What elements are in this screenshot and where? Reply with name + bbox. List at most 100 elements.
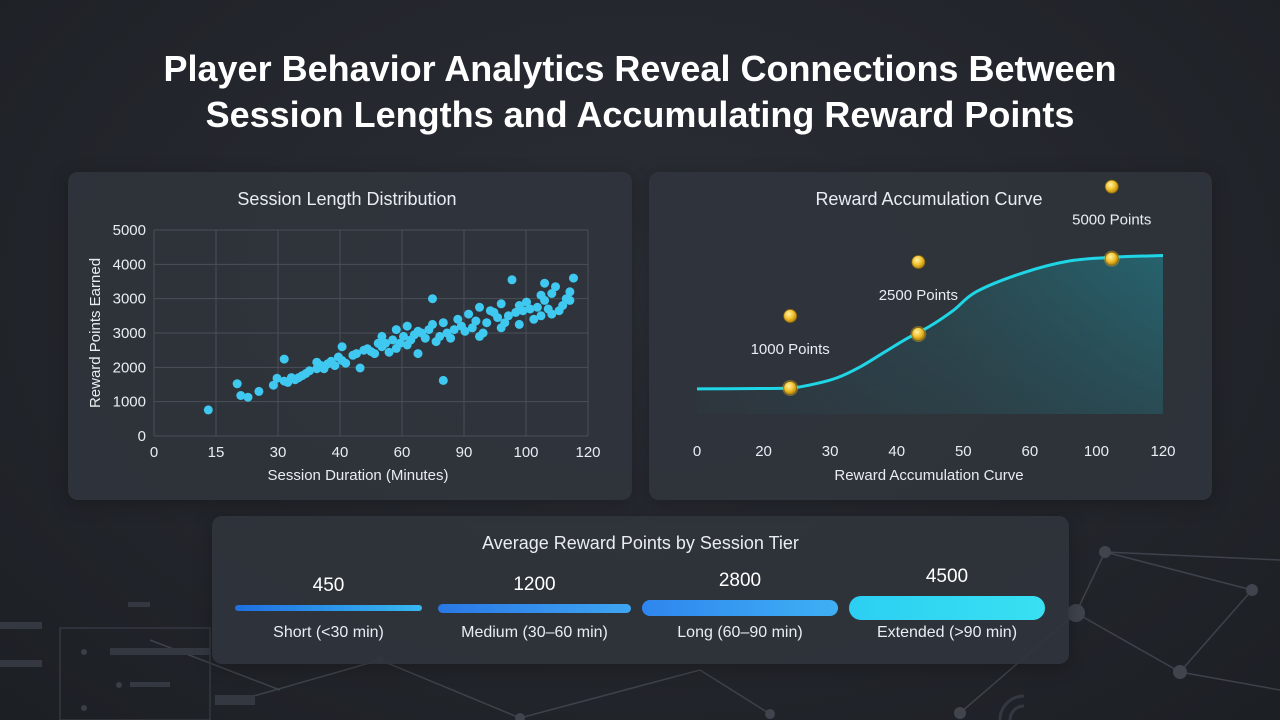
- scatter-point: [268, 380, 278, 390]
- curve-x-tick: 120: [1150, 443, 1175, 460]
- tier-label: Extended (>90 min): [876, 624, 1018, 641]
- scatter-point: [428, 294, 437, 304]
- scatter-point: [236, 391, 246, 400]
- page-title: Player Behavior Analytics Reveal Connect…: [0, 46, 1280, 138]
- scatter-point: [337, 342, 347, 352]
- scatter-point: [482, 318, 492, 328]
- curve-x-tick: 20: [755, 443, 772, 460]
- scatter-point: [438, 375, 448, 385]
- tier-label: Medium (30–60 min): [461, 624, 608, 641]
- scatter-point: [511, 307, 521, 317]
- scatter-point: [402, 321, 412, 331]
- scatter-point: [446, 333, 456, 343]
- scatter-point: [381, 338, 390, 348]
- scatter-x-tick: 100: [513, 444, 538, 461]
- curve-x-label: Reward Accumulation Curve: [834, 467, 1023, 484]
- scatter-point: [388, 335, 398, 345]
- scatter-y-tick: 3000: [113, 325, 146, 342]
- scatter-grid: [153, 229, 589, 437]
- reward-curve-panel: Reward Accumulation Curve 1000 Points 250…: [649, 172, 1212, 500]
- scatter-point: [525, 304, 535, 314]
- curve-x-tick: 0: [693, 443, 701, 460]
- tier-value: 4500: [925, 566, 969, 587]
- scatter-points: [203, 273, 578, 415]
- scatter-point: [352, 349, 361, 359]
- scatter-point: [449, 325, 459, 335]
- milestone-marker: 5000 Points: [1072, 179, 1151, 267]
- scatter-point: [305, 366, 314, 376]
- tier-panel: Average Reward Points by Session Tier 45…: [212, 516, 1069, 664]
- milestone-label: 5000 Points: [1072, 212, 1151, 229]
- curve-area-fill: [697, 255, 1163, 414]
- scatter-point: [272, 373, 282, 383]
- scatter-point: [478, 328, 488, 338]
- scatter-point: [565, 287, 575, 297]
- coin-icon: [783, 309, 798, 323]
- milestone-label: 1000 Points: [751, 341, 830, 358]
- scatter-x-tick: 60: [394, 444, 411, 461]
- coin-icon: [783, 381, 798, 395]
- curve-title: Reward Accumulation Curve: [815, 189, 1042, 209]
- scatter-y-tick: 2000: [113, 359, 146, 376]
- scatter-point: [355, 363, 365, 373]
- scatter-point: [330, 361, 340, 371]
- curve-milestones: 1000 Points 2500 Points 5000 Points: [751, 179, 1151, 396]
- scatter-point: [540, 295, 550, 305]
- scatter-point: [496, 299, 506, 309]
- scatter-chart-panel: Session Length Distribution 0 15 30 40 60 90 1…: [68, 172, 632, 500]
- scatter-y-tick: 0: [138, 428, 146, 445]
- curve-x-tick: 30: [822, 443, 839, 460]
- curve-line: [696, 254, 1164, 391]
- tier-bar: [849, 596, 1045, 620]
- scatter-point: [435, 331, 445, 341]
- scatter-y-tick: 1000: [113, 394, 146, 411]
- coin-icon: [911, 255, 926, 269]
- curve-x-tick: 60: [1022, 443, 1039, 460]
- scatter-point: [420, 333, 430, 343]
- scatter-point: [370, 349, 380, 359]
- coin-icon: [1104, 179, 1119, 194]
- scatter-point: [558, 301, 568, 310]
- scatter-point: [399, 331, 408, 341]
- scatter-point: [377, 331, 387, 341]
- scatter-point: [514, 319, 524, 329]
- coin-icon: [911, 327, 926, 341]
- scatter-point: [518, 306, 528, 316]
- tier-value: 450: [312, 575, 345, 596]
- scatter-x-tick: 30: [270, 444, 287, 461]
- scatter-x-tick: 120: [575, 444, 600, 461]
- scatter-x-label: Session Duration (Minutes): [268, 467, 449, 484]
- scatter-point: [471, 316, 481, 326]
- scatter-point: [547, 309, 557, 319]
- scatter-point: [569, 273, 578, 283]
- scatter-x-tick: 40: [332, 444, 349, 461]
- scatter-point: [413, 349, 423, 359]
- title-line-2: Session Lengths and Accumulating Reward …: [205, 94, 1075, 135]
- tier-value: 1200: [513, 573, 556, 595]
- scatter-point: [529, 314, 539, 324]
- scatter-point: [391, 325, 401, 335]
- scatter-point: [565, 295, 575, 305]
- scatter-point: [232, 379, 242, 389]
- title-line-1: Player Behavior Analytics Reveal Connect…: [163, 48, 1117, 89]
- scatter-point: [453, 314, 463, 324]
- milestone-label: 2500 Points: [879, 287, 958, 304]
- curve-x-tick: 40: [888, 443, 905, 460]
- scatter-point: [243, 392, 253, 402]
- reward-curve-chart: Reward Accumulation Curve 1000 Points 250…: [693, 179, 1176, 484]
- scatter-y-axis: 0 1000 2000 3000 3000 4000 5000: [113, 222, 146, 445]
- curve-x-tick: 100: [1084, 443, 1109, 460]
- curve-x-axis: 0 20 30 40 50 60 100 120: [693, 443, 1176, 460]
- scatter-point: [460, 326, 470, 336]
- scatter-point: [551, 282, 560, 292]
- scatter-x-tick: 0: [150, 444, 158, 461]
- tier-title: Average Reward Points by Session Tier: [482, 533, 799, 553]
- scatter-point: [500, 318, 510, 328]
- scatter-x-tick: 15: [208, 444, 225, 461]
- scatter-point: [254, 386, 264, 396]
- scatter-point: [395, 338, 405, 348]
- scatter-x-tick: 90: [456, 444, 473, 461]
- scatter-x-axis: 0 15 30 40 60 90 100 120: [150, 444, 601, 461]
- tier-label: Long (60–90 min): [677, 624, 803, 641]
- scatter-point: [341, 358, 351, 368]
